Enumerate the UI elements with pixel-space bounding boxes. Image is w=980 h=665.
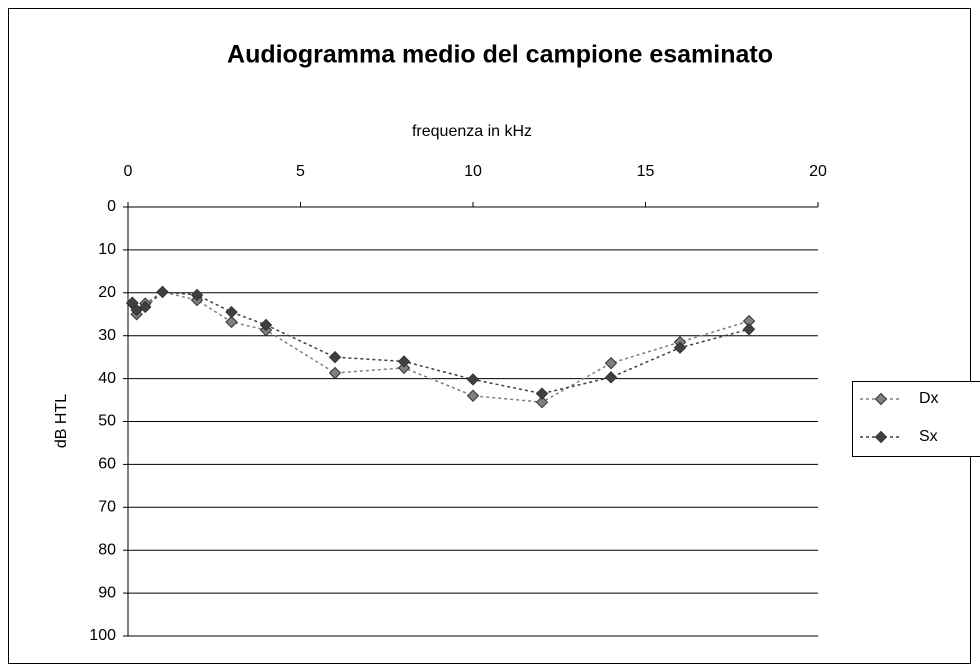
data-point xyxy=(328,366,342,380)
legend-label: Dx xyxy=(919,390,939,407)
data-point xyxy=(328,350,342,364)
data-point xyxy=(466,389,480,402)
y-tick-label: 10 xyxy=(98,241,116,258)
y-tick-label: 80 xyxy=(98,541,116,558)
x-tick-label: 20 xyxy=(809,163,827,180)
data-point xyxy=(139,300,152,314)
data-point xyxy=(259,318,273,332)
y-tick-label: 20 xyxy=(98,284,116,301)
chart-title: Audiogramma medio del campione esaminato xyxy=(227,41,773,69)
y-tick-label: 100 xyxy=(89,627,116,644)
y-axis-label: dB HTL xyxy=(53,394,70,448)
x-axis-label: frequenza in kHz xyxy=(412,123,532,140)
x-tick-label: 0 xyxy=(124,163,133,180)
data-point xyxy=(673,341,687,354)
y-tick-label: 90 xyxy=(98,584,116,601)
x-tick-label: 5 xyxy=(296,163,305,180)
data-point xyxy=(535,395,549,409)
data-point xyxy=(535,387,549,400)
data-point xyxy=(397,361,411,375)
series-line xyxy=(131,291,750,395)
legend-label: Sx xyxy=(919,428,938,445)
data-point xyxy=(742,323,756,336)
y-tick-label: 70 xyxy=(98,499,116,516)
data-point xyxy=(225,315,238,329)
series-line xyxy=(131,291,750,403)
legend-marker xyxy=(874,392,888,406)
data-point xyxy=(190,288,204,302)
data-point xyxy=(397,355,411,368)
data-point xyxy=(156,285,169,299)
data-point xyxy=(225,305,238,319)
x-tick-label: 15 xyxy=(637,163,655,180)
data-point xyxy=(604,356,618,370)
x-tick-label: 10 xyxy=(464,163,482,180)
data-point xyxy=(604,371,618,384)
legend-box xyxy=(852,381,980,457)
legend-marker xyxy=(874,430,888,444)
data-point xyxy=(466,373,480,386)
y-tick-label: 30 xyxy=(98,327,116,344)
y-tick-label: 0 xyxy=(107,198,116,215)
y-tick-label: 40 xyxy=(98,370,116,387)
y-tick-label: 50 xyxy=(98,413,116,430)
y-tick-label: 60 xyxy=(98,456,116,473)
